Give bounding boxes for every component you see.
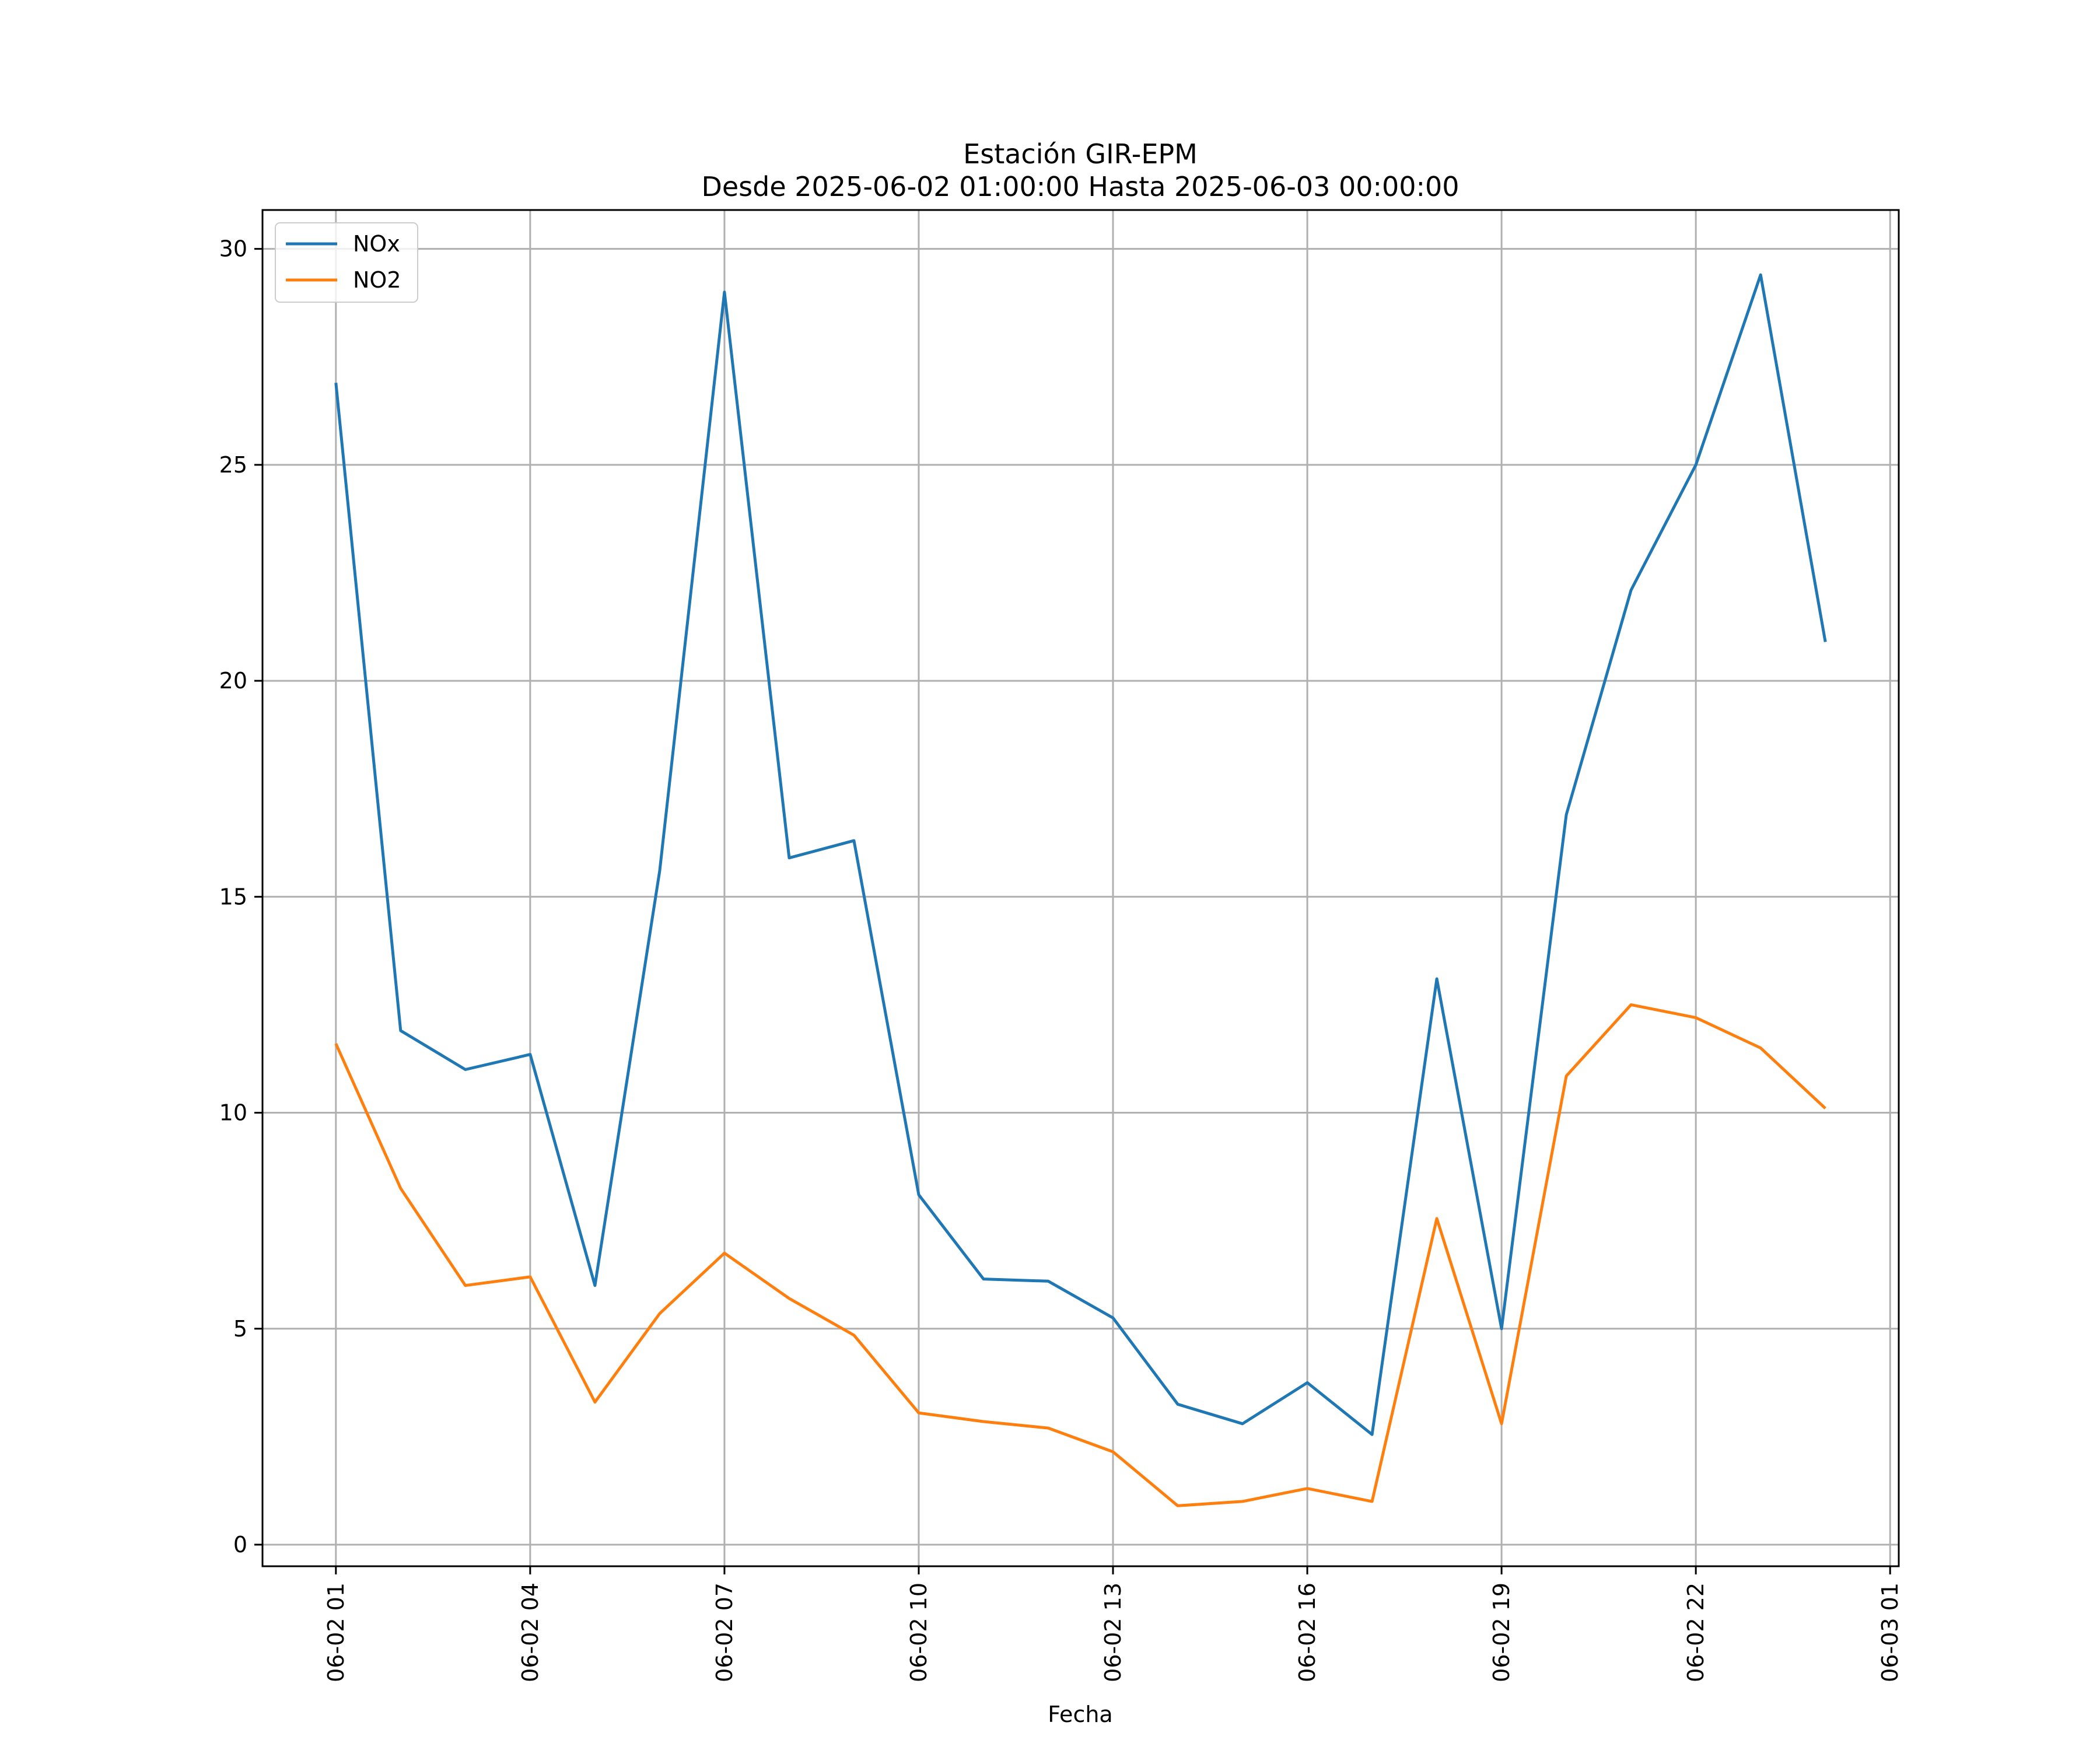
grid-lines bbox=[262, 210, 1899, 1566]
y-tick-label: 25 bbox=[219, 452, 247, 478]
y-tick-label: 30 bbox=[219, 236, 247, 262]
chart-subtitle: Desde 2025-06-02 01:00:00 Hasta 2025-06-… bbox=[701, 171, 1459, 202]
x-axis-label: Fecha bbox=[1048, 1702, 1112, 1727]
y-tick-label: 5 bbox=[233, 1316, 247, 1342]
x-tick-label: 06-02 04 bbox=[517, 1583, 543, 1682]
legend: NOx NO2 bbox=[275, 222, 418, 303]
x-tick-label: 06-02 19 bbox=[1489, 1583, 1514, 1682]
series-line-no2 bbox=[334, 1003, 1826, 1507]
x-tick-label: 06-02 13 bbox=[1100, 1583, 1126, 1682]
chart-title: Estación GIR-EPM bbox=[963, 138, 1198, 170]
x-axis-ticks: 06-02 01 06-02 04 06-02 07 06-02 10 06-02 13… bbox=[323, 1566, 1903, 1682]
x-tick-label: 06-03 01 bbox=[1877, 1583, 1903, 1682]
y-tick-label: 15 bbox=[219, 884, 247, 909]
x-tick-label: 06-02 10 bbox=[906, 1583, 932, 1682]
x-tick-label: 06-02 22 bbox=[1683, 1583, 1709, 1682]
plot-frame bbox=[261, 209, 1900, 1567]
y-tick-label: 10 bbox=[219, 1100, 247, 1126]
x-tick-label: 06-02 07 bbox=[712, 1583, 737, 1682]
y-axis-ticks: 0 5 10 15 20 25 30 bbox=[219, 236, 262, 1558]
x-tick-label: 06-02 01 bbox=[323, 1583, 349, 1682]
legend-label-no2: NO2 bbox=[353, 267, 401, 293]
y-tick-label: 0 bbox=[233, 1532, 247, 1558]
y-tick-label: 20 bbox=[219, 668, 247, 694]
x-tick-label: 06-02 16 bbox=[1294, 1583, 1320, 1682]
legend-label-nox: NOx bbox=[353, 231, 400, 257]
series-layer bbox=[334, 273, 1827, 1507]
series-line-nox bbox=[334, 273, 1827, 1436]
